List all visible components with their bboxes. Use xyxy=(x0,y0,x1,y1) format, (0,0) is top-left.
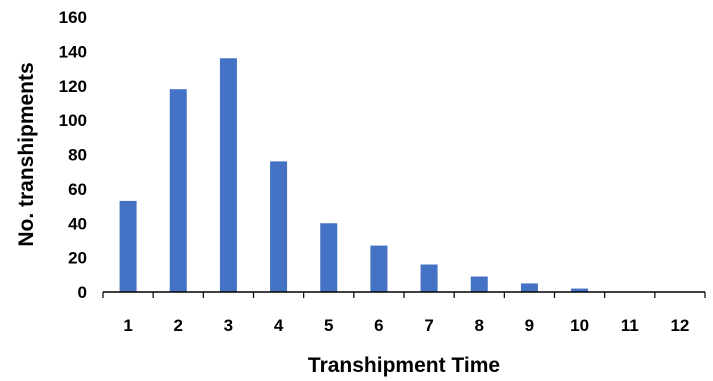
x-tick-label: 12 xyxy=(670,316,689,335)
y-tick-label: 0 xyxy=(78,283,87,302)
x-tick-label: 5 xyxy=(324,316,333,335)
bar-6 xyxy=(370,245,388,292)
y-tick-label: 100 xyxy=(59,111,87,130)
y-tick-label: 80 xyxy=(68,146,87,165)
x-tick-label: 4 xyxy=(274,316,284,335)
y-tick-label: 120 xyxy=(59,77,87,96)
x-tick-label: 10 xyxy=(570,316,589,335)
x-tick-label: 8 xyxy=(475,316,484,335)
y-tick-label: 60 xyxy=(68,180,87,199)
x-tick-label: 2 xyxy=(174,316,183,335)
bar-3 xyxy=(219,58,237,292)
x-tick-label: 11 xyxy=(621,316,639,335)
bars-group xyxy=(119,58,589,292)
x-axis-title: Transhipment Time xyxy=(308,354,500,377)
bar-8 xyxy=(470,276,488,292)
x-tick-label: 3 xyxy=(224,316,233,335)
x-axis-tick-labels: 1 2 3 4 5 6 7 8 9 10 11 12 xyxy=(123,316,689,335)
y-tick-label: 160 xyxy=(59,8,87,27)
y-tick-label: 20 xyxy=(68,249,87,268)
plot-area xyxy=(102,58,706,298)
y-tick-label: 140 xyxy=(59,42,87,61)
y-axis-title: No. transhipments xyxy=(15,62,38,246)
bar-4 xyxy=(270,161,288,292)
y-tick-label: 40 xyxy=(68,214,87,233)
bar-7 xyxy=(420,264,438,292)
bar-1 xyxy=(119,200,137,292)
x-tick-marks xyxy=(102,292,706,298)
x-tick-label: 1 xyxy=(123,316,132,335)
x-tick-label: 7 xyxy=(424,316,433,335)
x-tick-label: 9 xyxy=(525,316,534,335)
bar-10 xyxy=(571,288,589,292)
bar-5 xyxy=(320,223,338,292)
y-axis-tick-labels: 0 20 40 60 80 100 120 140 160 xyxy=(59,8,87,302)
bar-2 xyxy=(169,89,187,292)
x-tick-label: 6 xyxy=(374,316,383,335)
bar-9 xyxy=(520,283,538,292)
